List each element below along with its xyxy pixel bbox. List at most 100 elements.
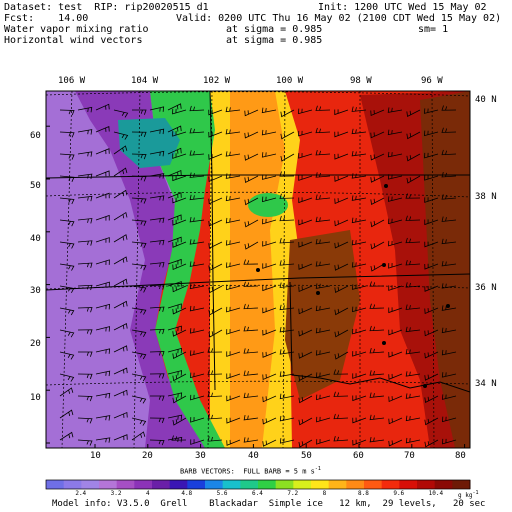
wind-barb — [77, 373, 93, 380]
y-tick-label: 40 — [30, 234, 41, 244]
wind-barb — [208, 241, 223, 249]
wind-barb — [279, 282, 295, 288]
wind-barb — [334, 351, 349, 360]
wind-barb — [208, 219, 223, 227]
lon-label: 106 W — [58, 76, 86, 86]
wind-barb — [406, 153, 421, 162]
wind-barb — [95, 214, 110, 221]
wind-barb — [298, 175, 313, 181]
wind-barb — [298, 351, 313, 359]
wind-barb — [59, 263, 75, 271]
wind-barb — [59, 131, 75, 138]
wind-barb — [59, 219, 75, 227]
wind-barb — [95, 392, 111, 399]
y-tick-label: 30 — [30, 286, 41, 296]
wind-barb — [424, 175, 439, 181]
wind-barb — [334, 153, 349, 160]
wind-barb — [370, 153, 385, 161]
wind-barb — [370, 131, 385, 139]
wind-barb — [262, 307, 277, 314]
wind-barb — [279, 238, 295, 244]
field2-name: Horizontal wind vectors — [4, 35, 143, 46]
wind-barb — [95, 170, 110, 177]
wind-barb — [189, 239, 205, 245]
color-bar-swatch — [116, 480, 135, 489]
wind-barb — [442, 438, 457, 445]
wind-barb — [351, 128, 367, 135]
lat-label: 40 N — [475, 95, 497, 105]
wind-barb — [405, 437, 421, 444]
wind-barb — [315, 283, 331, 289]
wind-barb — [405, 193, 421, 199]
wind-barb — [131, 395, 147, 404]
wind-barb — [441, 149, 457, 156]
wind-barb — [315, 238, 331, 245]
y-tick-marks — [46, 125, 50, 444]
wind-barb — [262, 395, 277, 403]
wind-barb — [189, 216, 205, 223]
state-boundary-south — [46, 273, 470, 291]
wind-barb — [388, 240, 403, 247]
wind-barb — [424, 307, 439, 315]
wind-barb — [59, 175, 75, 182]
wind-barb — [208, 153, 223, 160]
color-bar-swatch — [417, 480, 436, 489]
wind-barb — [190, 394, 205, 401]
wind-barb — [441, 216, 457, 222]
wind-barb — [334, 263, 349, 271]
color-bar-label: 4 — [146, 490, 150, 497]
wind-barb — [190, 372, 205, 379]
wind-barb — [369, 281, 385, 287]
wind-barb — [243, 437, 259, 443]
color-bar-label: 2.4 — [75, 490, 87, 497]
wind-barb — [167, 414, 183, 421]
wind-barb — [95, 148, 110, 155]
wind-barb — [333, 391, 349, 397]
wind-barb — [387, 151, 403, 158]
wind-barb — [369, 392, 385, 398]
state-boundaries — [46, 174, 470, 179]
wind-barb — [113, 189, 128, 199]
wind-barb — [172, 373, 187, 382]
color-bar — [45, 479, 471, 490]
wind-barb — [243, 370, 259, 376]
wind-barb — [78, 351, 93, 357]
wind-barb — [352, 351, 367, 357]
wind-barb — [351, 106, 367, 112]
wind-barb — [225, 106, 241, 113]
wind-barb — [113, 434, 128, 441]
wind-barb — [77, 262, 93, 268]
wind-barb — [172, 153, 187, 159]
color-bar-swatch — [293, 480, 312, 489]
wind-barb — [149, 239, 165, 246]
color-bar-unit-exponent: -1 — [472, 490, 479, 496]
wind-barb — [207, 369, 223, 375]
wind-barb — [95, 437, 111, 443]
valid-time: Valid: 0200 UTC Thu 16 May 02 (2100 CDT … — [176, 13, 502, 24]
field-zone-teal — [118, 118, 180, 168]
wind-barb — [244, 131, 259, 139]
wind-barb — [262, 373, 277, 381]
wind-barb — [149, 306, 165, 312]
x-tick-label: 30 — [195, 451, 206, 461]
wind-barb — [207, 391, 223, 398]
wind-barb — [225, 151, 241, 157]
color-bar-label: 10.4 — [428, 490, 444, 497]
wind-barb — [171, 435, 187, 441]
wind-barb — [405, 260, 421, 266]
lon-label: 98 W — [350, 76, 372, 86]
wind-barb — [95, 103, 110, 111]
wind-barb — [424, 351, 439, 359]
meridians — [61, 91, 435, 448]
x-tick-label: 80 — [455, 451, 466, 461]
wind-barb — [441, 327, 457, 334]
wind-barb — [279, 193, 295, 199]
wind-barb — [77, 395, 93, 402]
wind-barb — [189, 194, 205, 201]
wind-barb — [113, 367, 128, 375]
wind-barb — [59, 197, 75, 205]
wind-barb — [113, 167, 128, 177]
field1-level: at sigma = 0.985 — [226, 24, 323, 35]
wind-barb — [387, 196, 403, 202]
wind-barb — [315, 150, 331, 156]
